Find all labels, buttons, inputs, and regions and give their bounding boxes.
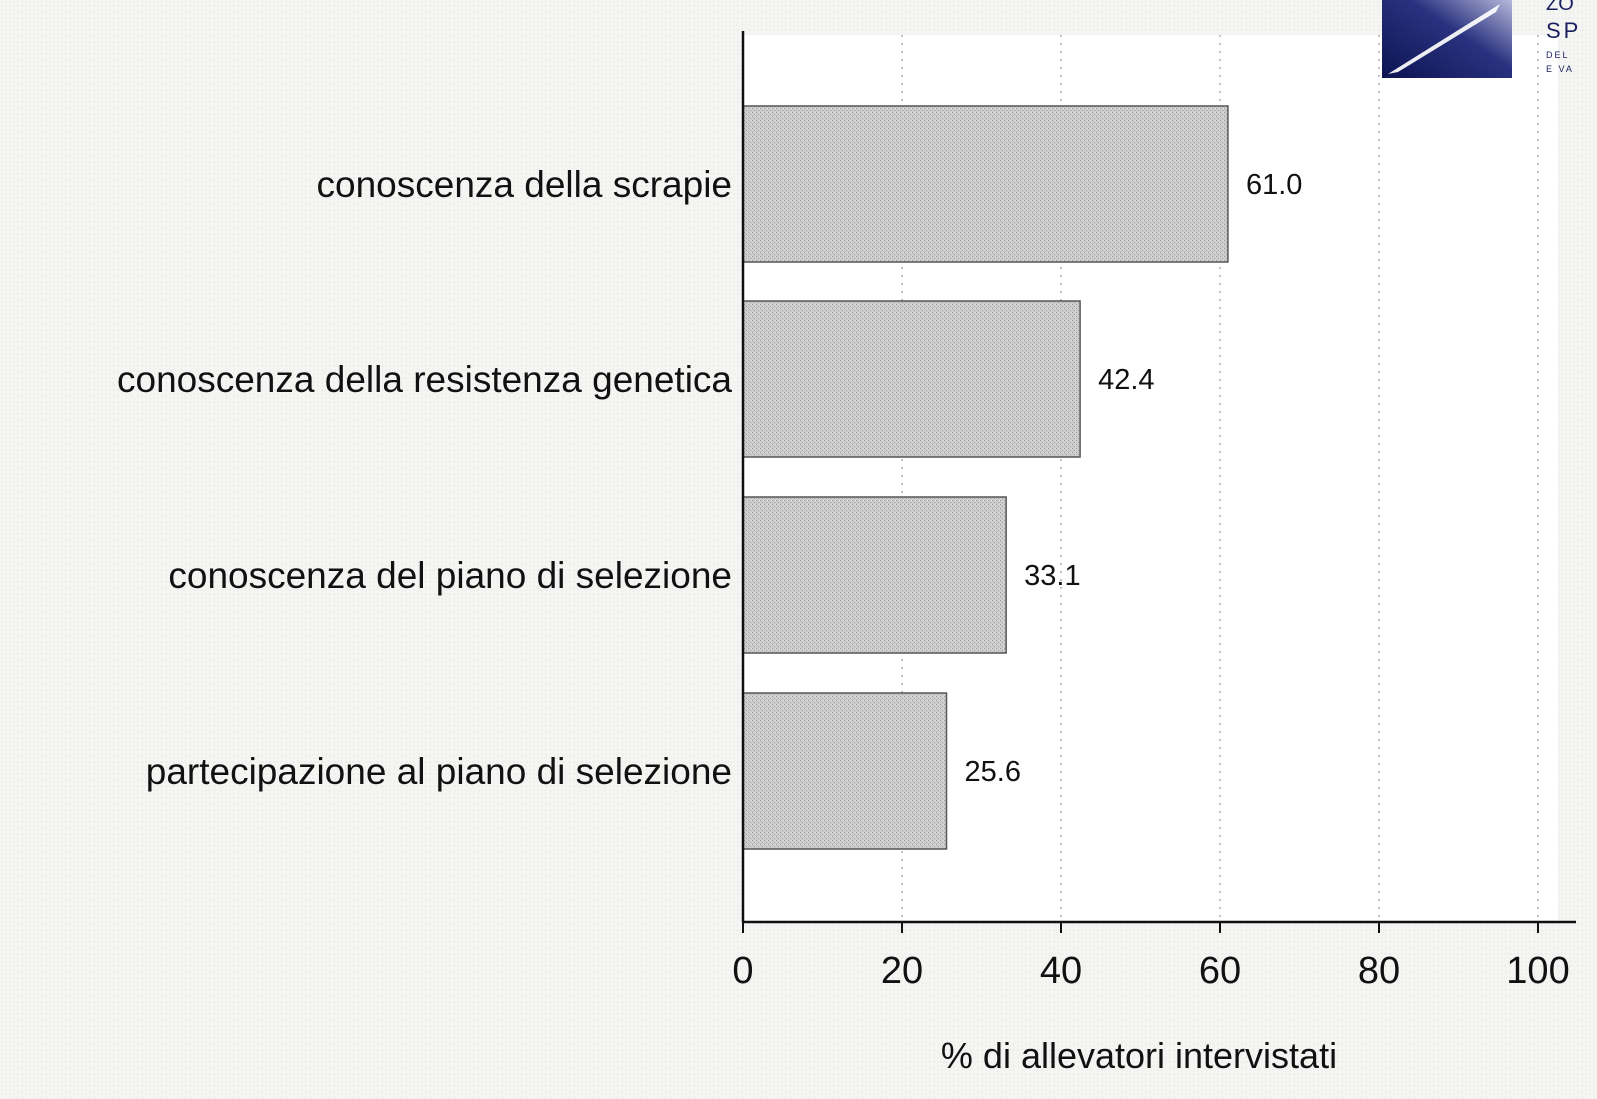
axes	[741, 31, 1576, 933]
category-label: conoscenza della resistenza genetica	[117, 359, 732, 400]
logo-line-2: SP	[1546, 18, 1581, 43]
institute-logo: ZO SP DEL E VA	[1382, 0, 1581, 78]
logo-line-1: ZO	[1546, 0, 1574, 15]
x-tick-label: 40	[1040, 950, 1082, 992]
bar	[742, 692, 948, 850]
logo-line-3: DEL	[1546, 50, 1570, 60]
bar	[742, 105, 1229, 263]
value-label: 33.1	[1024, 560, 1080, 592]
x-tick-label: 60	[1199, 950, 1241, 992]
category-label: partecipazione al piano di selezione	[146, 751, 732, 792]
value-labels: 61.0 42.4 33.1 25.6	[965, 169, 1303, 788]
x-tick-label: 100	[1506, 950, 1569, 992]
bar	[742, 300, 1081, 458]
logo-line-4: E VA	[1546, 64, 1574, 74]
category-label: conoscenza della scrapie	[317, 164, 732, 205]
bar	[742, 496, 1007, 654]
x-tick-labels: 0 20 40 60 80 100	[732, 950, 1569, 992]
x-tick-label: 20	[881, 950, 923, 992]
value-label: 25.6	[965, 756, 1021, 788]
x-axis-title: % di allevatori intervistati	[941, 1035, 1337, 1076]
x-tick-label: 80	[1358, 950, 1400, 992]
category-labels: conoscenza della scrapie conoscenza della…	[117, 164, 732, 792]
category-label: conoscenza del piano di selezione	[168, 555, 732, 596]
x-tick-label: 0	[732, 950, 753, 992]
bars	[742, 105, 1229, 850]
value-label: 61.0	[1246, 169, 1302, 201]
value-label: 42.4	[1098, 364, 1154, 396]
